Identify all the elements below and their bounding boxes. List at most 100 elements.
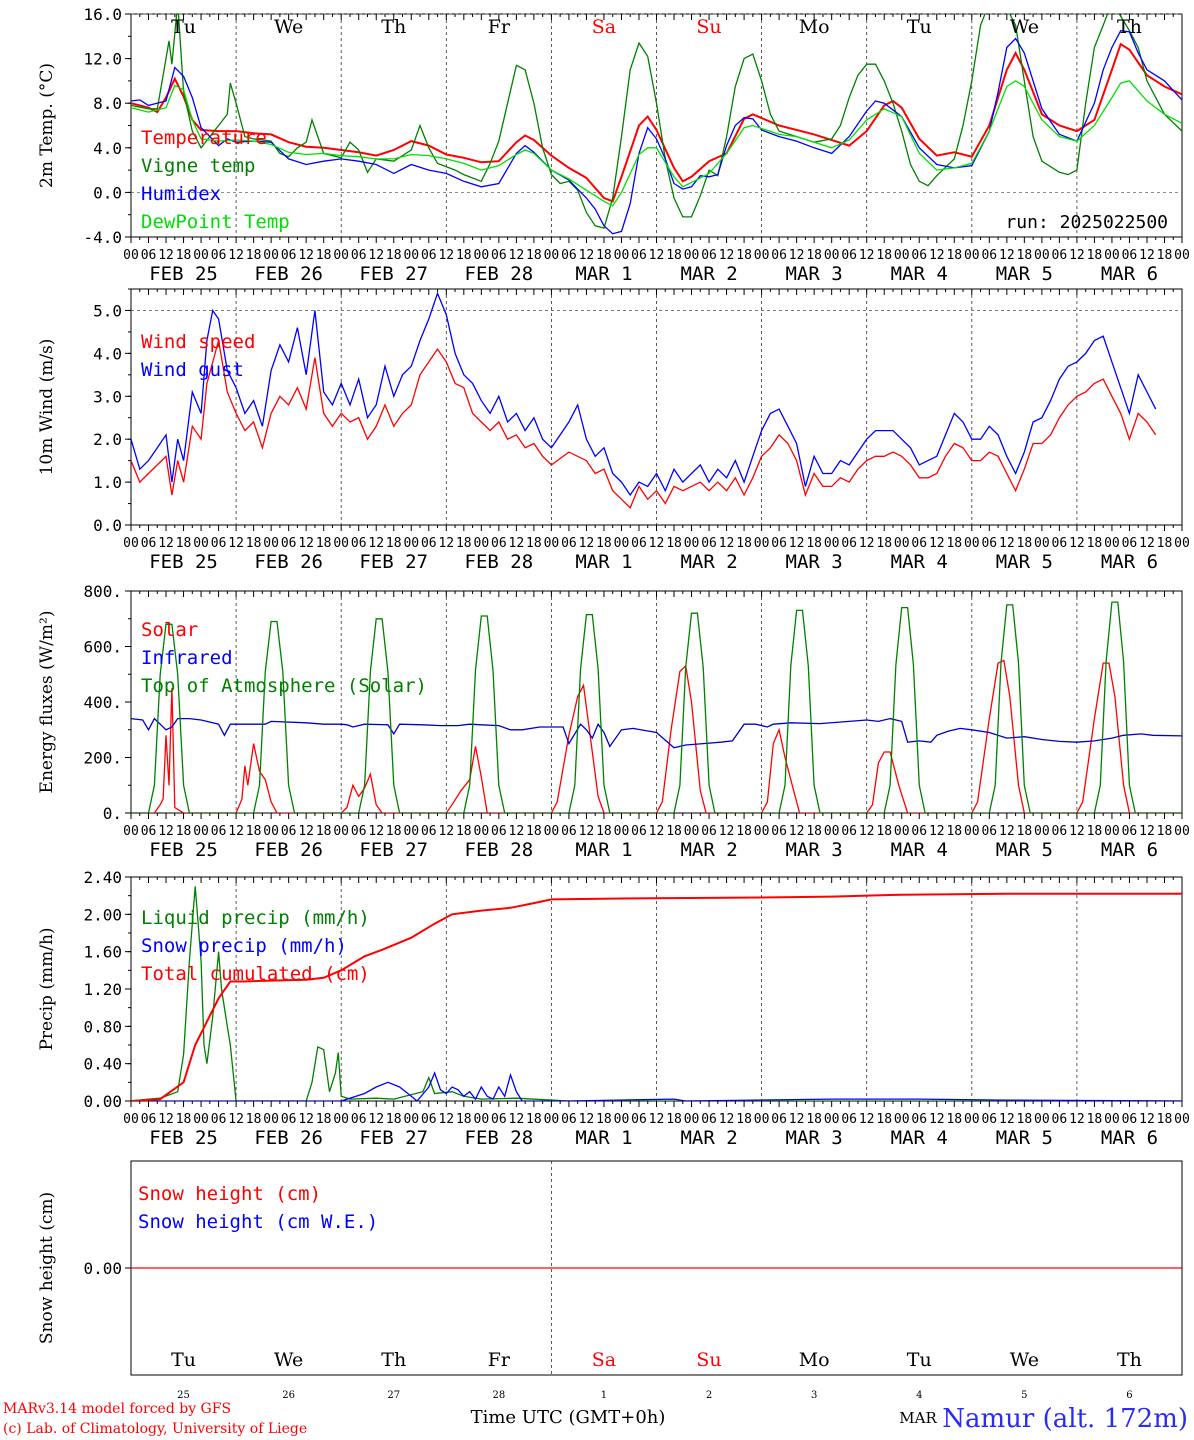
series-line-infrared — [131, 717, 1182, 749]
footer-day-number: 27 — [387, 1390, 400, 1401]
hour-tick-label: 00 — [403, 536, 419, 551]
hour-tick-label: 18 — [666, 824, 682, 839]
day-name-bottom: Su — [696, 1349, 721, 1371]
hour-tick-label: 18 — [946, 536, 962, 551]
hour-tick-label: 00 — [544, 248, 560, 263]
hour-tick-label: 18 — [386, 824, 402, 839]
date-label: MAR 4 — [891, 551, 948, 573]
hour-tick-label: 00 — [123, 248, 139, 263]
hour-tick-label: 06 — [701, 248, 717, 263]
hour-tick-label: 06 — [771, 248, 787, 263]
hour-tick-label: 00 — [1174, 1112, 1190, 1127]
hour-tick-label: 06 — [351, 824, 367, 839]
date-label: MAR 2 — [680, 263, 737, 285]
hour-tick-label: 18 — [316, 536, 332, 551]
hour-tick-label: 06 — [771, 536, 787, 551]
hour-tick-label: 06 — [1052, 1112, 1068, 1127]
panel-3: 800. 600. 400. 200. 0. Energy fluxes (W/m²) 00… — [37, 582, 1190, 861]
hour-tick-label: 00 — [894, 824, 910, 839]
date-label: MAR 6 — [1101, 263, 1158, 285]
legend-entry: Total cumulated (cm) — [141, 963, 370, 985]
hour-tick-label: 12 — [719, 1112, 735, 1127]
series-line-temperature — [131, 42, 1182, 203]
hour-tick-label: 18 — [176, 824, 192, 839]
y-tick-label: 2.40 — [83, 868, 122, 887]
day-name-top: Th — [381, 16, 406, 38]
hour-tick-label: 12 — [999, 248, 1015, 263]
hour-tick-label: 18 — [316, 1112, 332, 1127]
hour-tick-label: 06 — [561, 1112, 577, 1127]
hour-tick-label: 12 — [298, 536, 314, 551]
hour-tick-label: 18 — [596, 248, 612, 263]
date-label: MAR 3 — [786, 263, 843, 285]
legend-entry: Solar — [141, 619, 198, 641]
hour-tick-label: 12 — [859, 536, 875, 551]
date-label: MAR 1 — [575, 551, 632, 573]
hour-tick-label: 06 — [211, 536, 227, 551]
date-label: FEB 25 — [149, 1127, 218, 1149]
hour-tick-label: 00 — [754, 824, 770, 839]
hour-tick-label: 00 — [894, 1112, 910, 1127]
hour-tick-label: 12 — [1139, 536, 1155, 551]
date-label: FEB 27 — [359, 551, 428, 573]
hour-tick-label: 12 — [859, 824, 875, 839]
hour-tick-label: 18 — [666, 1112, 682, 1127]
footer-day-number: 25 — [177, 1390, 190, 1401]
hour-tick-label: 06 — [491, 536, 507, 551]
hour-tick-label: 00 — [1034, 1112, 1050, 1127]
hour-tick-label: 06 — [1122, 1112, 1138, 1127]
hour-tick-label: 06 — [421, 1112, 437, 1127]
hour-tick-label: 06 — [911, 248, 927, 263]
hour-tick-label: 12 — [438, 824, 454, 839]
hour-tick-label: 18 — [1017, 248, 1033, 263]
hour-tick-label: 18 — [176, 536, 192, 551]
day-name-bottom: Th — [381, 1349, 406, 1371]
hour-tick-label: 18 — [246, 536, 262, 551]
y-tick-label: 16.0 — [83, 5, 122, 24]
hour-tick-label: 18 — [876, 1112, 892, 1127]
hour-tick-label: 18 — [246, 1112, 262, 1127]
hour-tick-label: 18 — [946, 1112, 962, 1127]
hour-tick-label: 00 — [614, 536, 630, 551]
hour-tick-label: 00 — [614, 248, 630, 263]
credit-line-2: (c) Lab. of Climatology, University of L… — [3, 1421, 307, 1437]
hour-tick-label: 12 — [228, 248, 244, 263]
legend-entry: Snow height (cm) — [138, 1183, 321, 1205]
hour-tick-label: 12 — [789, 248, 805, 263]
date-label: FEB 25 — [149, 839, 218, 861]
hour-tick-label: 00 — [1034, 536, 1050, 551]
hour-tick-label: 06 — [211, 1112, 227, 1127]
date-label: FEB 26 — [254, 551, 323, 573]
y-tick-label: 1.60 — [83, 943, 122, 962]
hour-tick-label: 12 — [158, 536, 174, 551]
hour-tick-label: 00 — [333, 1112, 349, 1127]
series-line-vigne-temp — [131, 14, 1182, 229]
date-label: MAR 1 — [575, 1127, 632, 1149]
date-label: FEB 27 — [359, 1127, 428, 1149]
hour-tick-label: 18 — [1087, 824, 1103, 839]
hour-tick-label: 18 — [456, 248, 472, 263]
hour-tick-label: 12 — [579, 536, 595, 551]
hour-tick-label: 00 — [263, 536, 279, 551]
hour-tick-label: 00 — [964, 1112, 980, 1127]
hour-tick-label: 06 — [631, 536, 647, 551]
y-tick-label: 200. — [83, 749, 122, 768]
hour-tick-label: 00 — [123, 1112, 139, 1127]
y-tick-label: 4.0 — [93, 344, 122, 363]
hour-tick-label: 00 — [684, 248, 700, 263]
hour-tick-label: 00 — [333, 824, 349, 839]
hour-tick-label: 12 — [298, 824, 314, 839]
hour-tick-label: 18 — [526, 536, 542, 551]
hour-tick-label: 00 — [193, 824, 209, 839]
hour-tick-label: 00 — [474, 824, 490, 839]
hour-tick-label: 06 — [421, 536, 437, 551]
hour-tick-label: 06 — [561, 824, 577, 839]
y-tick-label: 0.0 — [93, 183, 122, 202]
hour-tick-label: 00 — [684, 824, 700, 839]
hour-tick-label: 00 — [123, 536, 139, 551]
hour-tick-label: 06 — [1122, 536, 1138, 551]
legend-entry: Liquid precip (mm/h) — [141, 907, 370, 929]
y-tick-label: 0.0 — [93, 516, 122, 535]
hour-tick-label: 00 — [1174, 824, 1190, 839]
